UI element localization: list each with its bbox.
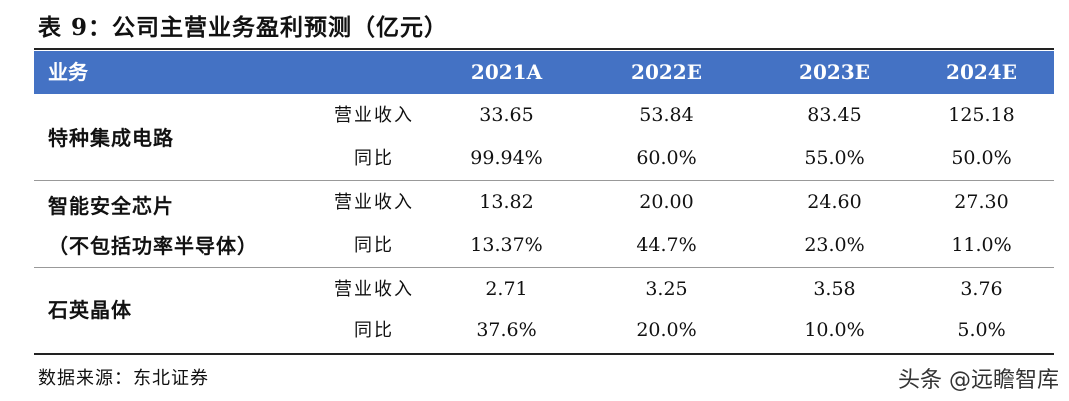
segment-name: 特种集成电路 xyxy=(48,126,174,150)
row-divider xyxy=(34,267,1054,268)
table-row: 营业收入 13.82 20.00 24.60 27.30 xyxy=(34,181,1054,224)
bottom-rule xyxy=(34,353,1054,355)
value-cell: 20.0% xyxy=(636,319,697,341)
value-cell: 23.0% xyxy=(804,234,865,256)
value-cell: 125.18 xyxy=(948,104,1015,126)
value-cell: 44.7% xyxy=(636,234,697,256)
value-cell: 20.00 xyxy=(639,191,694,213)
watermark: 头条 @远瞻智库 xyxy=(898,368,1059,393)
value-cell: 33.65 xyxy=(479,104,534,126)
value-cell: 3.25 xyxy=(645,278,688,300)
segment-name: 智能安全芯片 xyxy=(48,194,174,218)
top-rule xyxy=(34,48,1054,50)
table-row: 营业收入 2.71 3.25 3.58 3.76 xyxy=(34,268,1054,311)
value-cell: 2.71 xyxy=(485,278,528,300)
metric-label: 同比 xyxy=(354,235,394,256)
value-cell: 99.94% xyxy=(470,147,543,169)
value-cell: 60.0% xyxy=(636,147,697,169)
table-header: 业务 2021A 2022E 2023E 2024E xyxy=(34,51,1054,94)
table-row: 同比 37.6% 20.0% 10.0% 5.0% xyxy=(34,309,1054,352)
segment-name: 石英晶体 xyxy=(48,298,132,322)
value-cell: 3.76 xyxy=(960,278,1003,300)
metric-label: 同比 xyxy=(354,148,394,169)
row-divider xyxy=(34,180,1054,181)
source-note: 数据来源：东北证券 xyxy=(38,368,209,389)
segment-name-note: （不包括功率半导体） xyxy=(48,234,258,258)
value-cell: 24.60 xyxy=(807,191,862,213)
value-cell: 27.30 xyxy=(954,191,1009,213)
header-year-2023e: 2023E xyxy=(799,60,870,84)
header-year-2024e: 2024E xyxy=(946,60,1017,84)
value-cell: 11.0% xyxy=(951,234,1012,256)
value-cell: 10.0% xyxy=(804,319,865,341)
metric-label: 同比 xyxy=(354,320,394,341)
metric-label: 营业收入 xyxy=(334,279,414,300)
table-row: 同比 99.94% 60.0% 55.0% 50.0% xyxy=(34,137,1054,180)
value-cell: 83.45 xyxy=(807,104,862,126)
value-cell: 55.0% xyxy=(804,147,865,169)
value-cell: 3.58 xyxy=(813,278,856,300)
value-cell: 5.0% xyxy=(957,319,1006,341)
value-cell: 53.84 xyxy=(639,104,694,126)
header-year-2021a: 2021A xyxy=(470,60,543,84)
value-cell: 13.82 xyxy=(479,191,534,213)
table-title: 表 9：公司主营业务盈利预测（亿元） xyxy=(38,14,449,41)
value-cell: 37.6% xyxy=(476,319,537,341)
header-year-2022e: 2022E xyxy=(631,60,702,84)
header-business: 业务 xyxy=(48,60,88,84)
table-row: 同比 13.37% 44.7% 23.0% 11.0% xyxy=(34,224,1054,267)
metric-label: 营业收入 xyxy=(334,105,414,126)
table-row: 营业收入 33.65 53.84 83.45 125.18 xyxy=(34,94,1054,137)
value-cell: 13.37% xyxy=(470,234,543,256)
value-cell: 50.0% xyxy=(951,147,1012,169)
metric-label: 营业收入 xyxy=(334,192,414,213)
